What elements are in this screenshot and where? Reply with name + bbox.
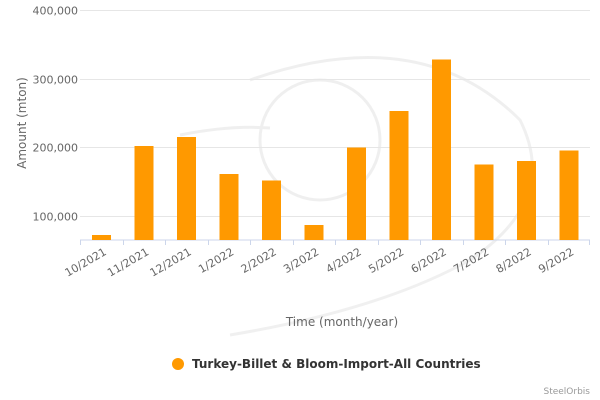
x-tick-label: 12/2021 — [148, 245, 194, 279]
y-tick-label: 200,000 — [33, 142, 79, 155]
bar-2-2022[interactable] — [261, 180, 281, 240]
y-tick-label: 100,000 — [33, 211, 79, 224]
bar-11-2021[interactable] — [134, 145, 154, 240]
bar-8-2022[interactable] — [516, 161, 536, 240]
bars — [91, 59, 579, 241]
bar-10-2021[interactable] — [91, 235, 111, 240]
x-tick-label: 10/2021 — [63, 245, 109, 279]
y-tick-label: 400,000 — [33, 5, 79, 18]
x-tick-label: 1/2022 — [196, 245, 236, 276]
x-tick-label: 7/2022 — [451, 245, 491, 276]
x-tick-label: 9/2022 — [536, 245, 576, 276]
grid-lines — [80, 10, 590, 217]
bar-4-2022[interactable] — [346, 147, 366, 240]
bar-5-2022[interactable] — [389, 110, 409, 241]
legend[interactable]: Turkey-Billet & Bloom-Import-All Countri… — [172, 357, 481, 371]
y-tick-label: 300,000 — [33, 74, 79, 87]
y-axis-title: Amount (mton) — [15, 77, 29, 169]
x-tick-label: 4/2022 — [324, 245, 364, 276]
legend-marker — [172, 358, 184, 370]
bar-1-2022[interactable] — [219, 174, 239, 240]
x-axis-title: Time (month/year) — [285, 315, 398, 329]
credit-text[interactable]: SteelOrbis — [543, 387, 590, 397]
legend-label[interactable]: Turkey-Billet & Bloom-Import-All Countri… — [192, 357, 481, 371]
x-tick-label: 11/2021 — [105, 245, 151, 279]
x-tick-marks — [80, 240, 590, 245]
x-tick-label: 3/2022 — [281, 245, 321, 276]
x-tick-label: 6/2022 — [409, 245, 449, 276]
bar-6-2022[interactable] — [431, 59, 451, 241]
bar-9-2022[interactable] — [559, 150, 579, 240]
bar-7-2022[interactable] — [474, 164, 494, 241]
y-tick-labels: 100,000 200,000 300,000 400,000 — [33, 5, 79, 224]
x-tick-label: 5/2022 — [366, 245, 406, 276]
bar-3-2022[interactable] — [304, 224, 324, 240]
bar-12-2021[interactable] — [176, 137, 196, 240]
x-tick-label: 2/2022 — [239, 245, 279, 276]
x-tick-label: 8/2022 — [494, 245, 534, 276]
